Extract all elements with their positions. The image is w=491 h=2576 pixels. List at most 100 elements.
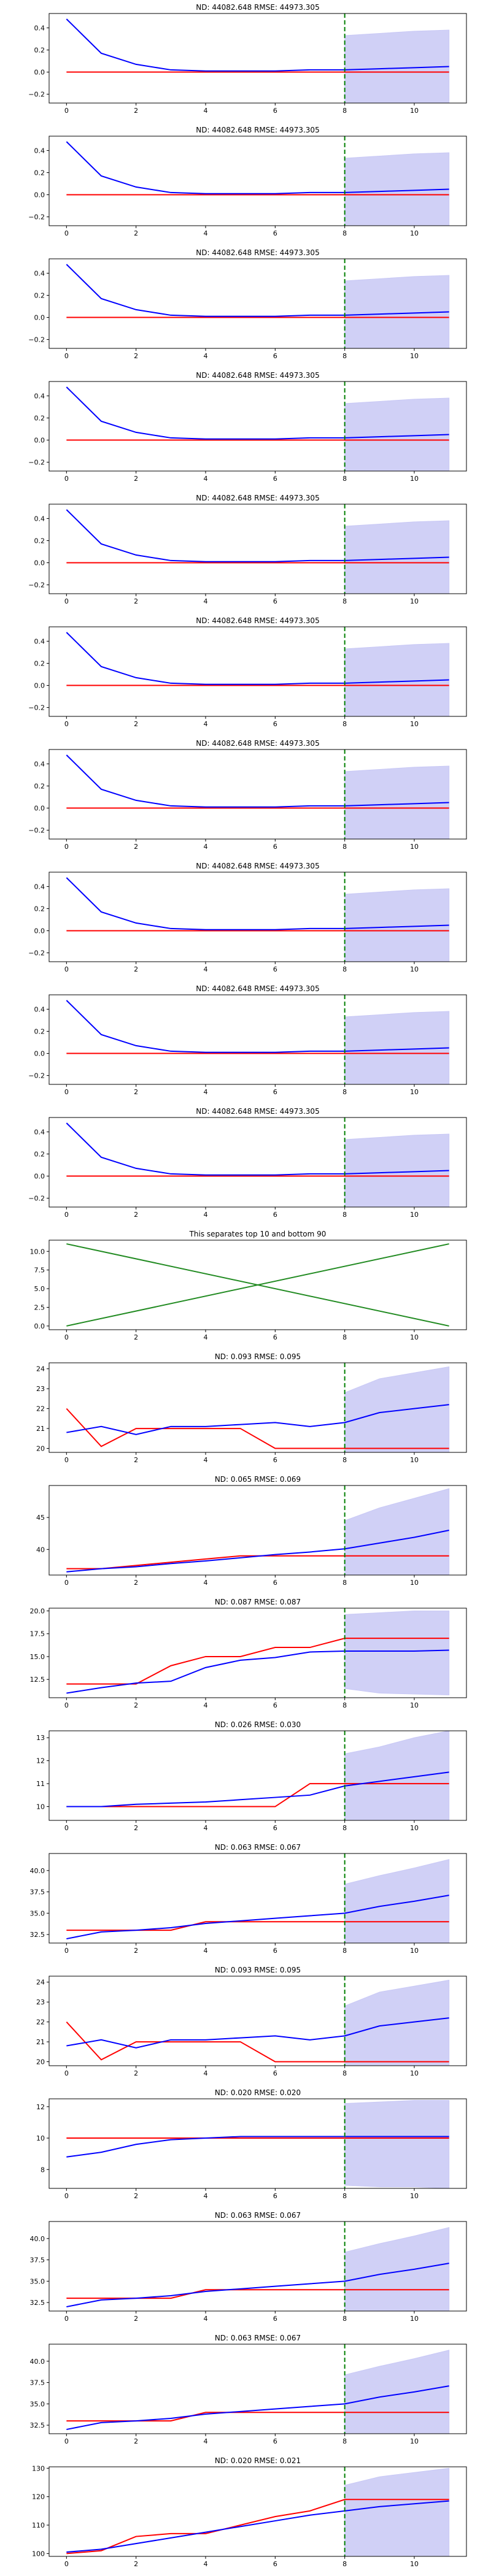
x-tick-label: 10 <box>410 1824 419 1832</box>
axes-frame <box>48 1240 467 1330</box>
prediction-line <box>66 1649 449 1694</box>
x-tick-label: 6 <box>273 1947 277 1955</box>
x-tick-label: 8 <box>342 229 347 237</box>
x-tick-label: 6 <box>273 475 277 483</box>
x-tick-label: 4 <box>204 2069 208 2077</box>
prediction-line <box>66 2136 449 2158</box>
x-tick-label: 8 <box>342 1088 347 1096</box>
x-tick-label: 6 <box>273 720 277 728</box>
axes-frame <box>48 994 467 1085</box>
y-tick-label: 0.2 <box>34 1027 45 1035</box>
x-tick-label: 4 <box>204 1333 208 1341</box>
x-tick-label: 2 <box>134 229 138 237</box>
chart-title: This separates top 10 and bottom 90 <box>189 1230 327 1238</box>
y-tick-label: 0.4 <box>34 1005 45 1013</box>
y-tick-label: 22 <box>36 2018 45 2026</box>
y-tick-label: 40.0 <box>30 1867 45 1875</box>
chart-title: ND: 44082.648 RMSE: 44973.305 <box>196 1107 319 1116</box>
x-tick-label: 4 <box>204 965 208 973</box>
x-tick-label: 2 <box>134 2069 138 2077</box>
prediction-line <box>66 1000 449 1053</box>
prediction-line <box>66 1895 449 1940</box>
plot-area <box>66 1976 450 2066</box>
prediction-line <box>66 386 449 440</box>
x-tick-label: 10 <box>410 720 419 728</box>
chart-panel: ND: 44082.648 RMSE: 44973.305 0 2 4 6 8 10 −0.2… <box>28 126 467 237</box>
x-tick-label: 2 <box>134 1947 138 1955</box>
axes-frame <box>48 2098 467 2189</box>
x-tick-label: 4 <box>204 1824 208 1832</box>
y-tick-label: 40.0 <box>30 2235 45 2243</box>
axes-frame <box>48 504 467 594</box>
confidence-band <box>344 2100 450 2188</box>
y-tick-label: 10.0 <box>30 1248 45 1255</box>
x-tick-label: 0 <box>64 597 69 605</box>
plot-area <box>66 749 450 839</box>
x-tick-label: 0 <box>64 2069 69 2077</box>
y-tick-label: 0.2 <box>34 659 45 667</box>
x-tick-label: 2 <box>134 2437 138 2445</box>
x-tick-label: 10 <box>410 1333 419 1341</box>
axes-frame <box>48 258 467 349</box>
confidence-band <box>344 1133 450 1207</box>
confidence-band <box>344 1011 450 1084</box>
y-tick-label: 0.0 <box>34 805 45 813</box>
prediction-line <box>66 2500 449 2553</box>
y-tick-label: 11 <box>36 1780 45 1788</box>
confidence-band <box>344 2350 450 2434</box>
y-tick-label: 35.0 <box>30 2277 45 2285</box>
y-tick-label: 7.5 <box>34 1267 45 1275</box>
confidence-band <box>344 152 450 226</box>
y-tick-label: 0.2 <box>34 537 45 545</box>
y-tick-label: 0.0 <box>34 682 45 690</box>
axes-frame <box>48 1117 467 1208</box>
axes-frame <box>48 1976 467 2066</box>
confidence-band <box>344 2467 450 2556</box>
prediction-line <box>66 1771 449 1807</box>
x-tick-label: 0 <box>64 2192 69 2200</box>
x-tick-label: 0 <box>64 1947 69 1955</box>
chart-panel: ND: 0.063 RMSE: 0.067 0 2 4 6 8 10 32.5 35.0 37.5… <box>30 1843 467 1955</box>
x-tick-label: 0 <box>64 1456 69 1464</box>
chart-title: ND: 0.065 RMSE: 0.069 <box>215 1475 301 1484</box>
x-tick-label: 8 <box>342 843 347 851</box>
y-tick-label: 40 <box>36 1546 45 1554</box>
axes-frame <box>48 626 467 717</box>
chart-title: ND: 44082.648 RMSE: 44973.305 <box>196 862 319 870</box>
prediction-line <box>66 2385 449 2431</box>
x-tick-label: 2 <box>134 1088 138 1096</box>
x-tick-label: 4 <box>204 597 208 605</box>
x-tick-label: 8 <box>342 475 347 483</box>
x-tick-label: 0 <box>64 2315 69 2323</box>
chart-panel: ND: 0.065 RMSE: 0.069 0 2 4 6 8 10 40 45 <box>36 1475 467 1587</box>
prediction-line <box>66 2017 449 2049</box>
axes-frame <box>48 136 467 226</box>
x-tick-label: 6 <box>273 2437 277 2445</box>
axes-frame <box>48 749 467 840</box>
x-tick-label: 6 <box>273 597 277 605</box>
y-tick-label: −0.2 <box>28 581 45 589</box>
y-tick-label: 37.5 <box>30 2256 45 2264</box>
x-tick-label: 6 <box>273 2069 277 2077</box>
x-tick-label: 0 <box>64 475 69 483</box>
x-tick-label: 10 <box>410 2192 419 2200</box>
y-tick-label: 21 <box>36 2038 45 2046</box>
x-tick-label: 6 <box>273 965 277 973</box>
y-tick-label: 13 <box>36 1734 45 1742</box>
x-tick-label: 6 <box>273 2192 277 2200</box>
y-tick-label: 21 <box>36 1425 45 1433</box>
x-tick-label: 0 <box>64 2560 69 2568</box>
x-tick-label: 6 <box>273 229 277 237</box>
x-tick-label: 8 <box>342 1333 347 1341</box>
y-tick-label: −0.2 <box>28 704 45 712</box>
confidence-band <box>344 1366 450 1452</box>
confidence-band <box>344 397 450 471</box>
chart-panel: ND: 44082.648 RMSE: 44973.305 0 2 4 6 8 10 −0.2… <box>28 371 467 483</box>
x-tick-label: 2 <box>134 1579 138 1587</box>
chart-title: ND: 0.063 RMSE: 0.067 <box>215 2211 301 2220</box>
y-tick-label: 0.0 <box>34 1050 45 1058</box>
chart-panel: ND: 44082.648 RMSE: 44973.305 0 2 4 6 8 10 −0.2… <box>28 616 467 728</box>
y-tick-label: 0.0 <box>34 927 45 935</box>
x-tick-label: 6 <box>273 352 277 360</box>
x-tick-label: 4 <box>204 2437 208 2445</box>
